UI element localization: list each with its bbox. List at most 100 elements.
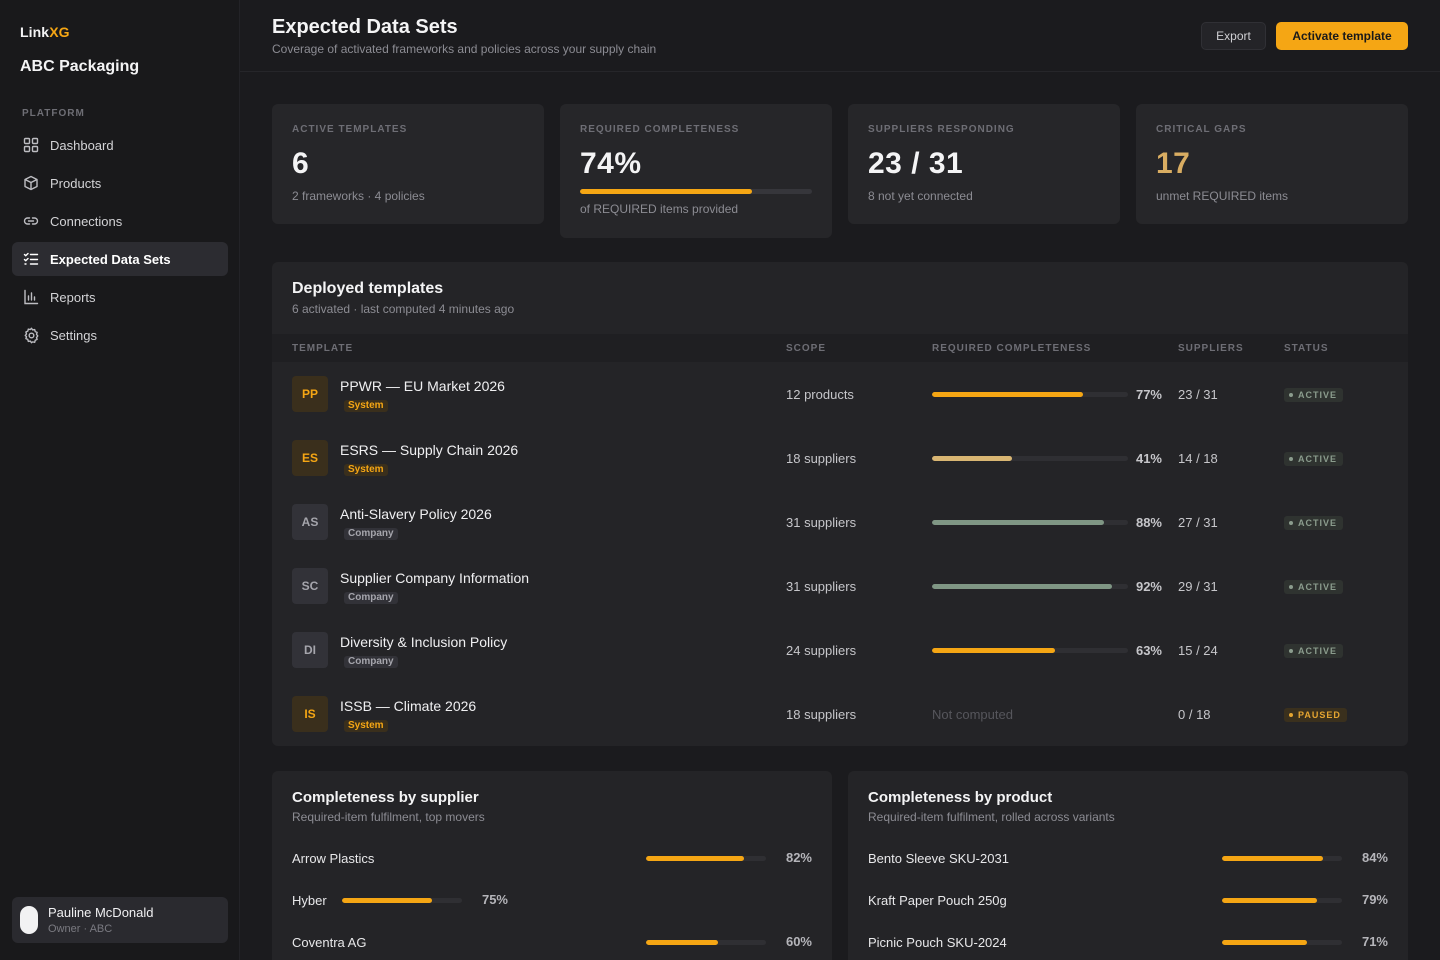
list-item[interactable]: Bento Sleeve SKU-2031 84%: [848, 849, 1408, 869]
grid-icon: [22, 136, 40, 154]
kpi-critical-gaps: CRITICAL GAPS 17 unmet REQUIRED items: [1136, 104, 1408, 224]
completeness-percent: 77%: [1135, 387, 1162, 402]
list-item[interactable]: Hyber 75%: [272, 891, 832, 911]
kpi-value: 23 / 31: [868, 147, 964, 180]
list-item-percent: 82%: [785, 850, 812, 865]
template-name[interactable]: Diversity & Inclusion Policy: [340, 634, 508, 650]
status-badge: ACTIVE: [1284, 516, 1344, 530]
list-item-bar-fill: [342, 898, 432, 903]
sidebar-item-connections[interactable]: Connections: [12, 204, 228, 238]
template-name[interactable]: ESRS — Supply Chain 2026: [340, 442, 519, 458]
template-abbr-tag: PP: [292, 376, 328, 412]
sidebar-item-expected-data-sets[interactable]: Expected Data Sets: [12, 242, 228, 276]
list-item-bar: [646, 940, 766, 945]
completeness-bar: [932, 648, 1128, 653]
kpi-value: 17: [1156, 147, 1191, 180]
list-item-name: Kraft Paper Pouch 250g: [868, 893, 1007, 908]
sidebar-item-label: Dashboard: [50, 137, 114, 153]
table-row[interactable]: DI Diversity & Inclusion Policy Company 24 …: [272, 618, 1408, 682]
list-item-name: Arrow Plastics: [292, 851, 375, 866]
sidebar-item-label: Products: [50, 175, 102, 191]
column-header-scope[interactable]: SCOPE: [786, 343, 827, 354]
template-kind-badge: Company: [344, 592, 398, 604]
list-item-bar-fill: [1222, 898, 1317, 903]
completeness-percent: 41%: [1135, 451, 1162, 466]
supplier-count: 0 / 18: [1178, 707, 1211, 722]
table-row[interactable]: IS ISSB — Climate 2026 System 18 suppliers N…: [272, 682, 1408, 746]
panel-subtitle: Required-item fulfilment, top movers: [292, 810, 485, 824]
table-row[interactable]: SC Supplier Company Information Company 31 …: [272, 554, 1408, 618]
panel-title: Completeness by product: [868, 789, 1053, 806]
template-name[interactable]: Anti-Slavery Policy 2026: [340, 506, 492, 522]
page-title: Expected Data Sets: [272, 16, 458, 38]
completeness-by-supplier-panel: Completeness by supplier Required-item f…: [272, 771, 832, 960]
template-abbr-tag: ES: [292, 440, 328, 476]
supplier-count: 14 / 18: [1178, 451, 1218, 466]
supplier-count: 23 / 31: [1178, 387, 1218, 402]
list-item-bar-fill: [1222, 940, 1308, 945]
kpi-label: ACTIVE TEMPLATES: [292, 124, 408, 135]
list-item-name: Picnic Pouch SKU-2024: [868, 935, 1007, 950]
table-row[interactable]: ES ESRS — Supply Chain 2026 System 18 suppl…: [272, 426, 1408, 490]
list-item[interactable]: Kraft Paper Pouch 250g 79%: [848, 891, 1408, 911]
template-name[interactable]: Supplier Company Information: [340, 570, 530, 586]
template-abbr-tag: AS: [292, 504, 328, 540]
list-item-bar: [1222, 898, 1342, 903]
list-item[interactable]: Picnic Pouch SKU-2024 71%: [848, 933, 1408, 953]
table-header: TEMPLATE SCOPE REQUIRED COMPLETENESS SUP…: [272, 334, 1408, 362]
user-menu[interactable]: Pauline McDonald Owner · ABC: [12, 897, 228, 943]
kpi-active-templates: ACTIVE TEMPLATES 6 2 frameworks · 4 poli…: [272, 104, 544, 224]
sidebar-item-dashboard[interactable]: Dashboard: [12, 128, 228, 162]
panel-subtitle: Required-item fulfilment, rolled across …: [868, 810, 1115, 824]
status-dot-icon: [1289, 713, 1293, 717]
column-header-status[interactable]: STATUS: [1284, 343, 1329, 354]
list-item[interactable]: Arrow Plastics 82%: [272, 849, 832, 869]
activate-template-button[interactable]: Activate template: [1276, 22, 1408, 50]
completeness-bar: [932, 520, 1128, 525]
supplier-count: 15 / 24: [1178, 643, 1218, 658]
list-item-bar: [1222, 940, 1342, 945]
checklist-icon: [22, 250, 40, 268]
kpi-value: 74%: [580, 147, 642, 180]
sidebar-item-label: Connections: [50, 213, 123, 229]
export-button[interactable]: Export: [1201, 22, 1266, 50]
column-header-suppliers[interactable]: SUPPLIERS: [1178, 343, 1244, 354]
status-dot-icon: [1289, 585, 1293, 589]
supplier-count: 27 / 31: [1178, 515, 1218, 530]
template-name[interactable]: ISSB — Climate 2026: [340, 698, 477, 714]
progress-fill: [580, 189, 752, 194]
table-row[interactable]: AS Anti-Slavery Policy 2026 Company 31 supp…: [272, 490, 1408, 554]
completeness-progress-bar: [580, 189, 812, 194]
completeness-percent: 88%: [1135, 515, 1162, 530]
sidebar-item-reports[interactable]: Reports: [12, 280, 228, 314]
completeness-bar-fill: [932, 648, 1056, 653]
list-item[interactable]: Coventra AG 60%: [272, 933, 832, 953]
column-header-completeness[interactable]: REQUIRED COMPLETENESS: [932, 343, 1092, 354]
template-abbr-tag: SC: [292, 568, 328, 604]
kpi-value: 6: [292, 147, 310, 180]
list-item-bar-fill: [1222, 856, 1323, 861]
completeness-bar-fill: [932, 584, 1113, 589]
status-label: ACTIVE: [1298, 390, 1338, 400]
sidebar-item-settings[interactable]: Settings: [12, 318, 228, 352]
list-item-name: Bento Sleeve SKU-2031: [868, 851, 1009, 866]
table-row[interactable]: PP PPWR — EU Market 2026 System 12 products…: [272, 362, 1408, 426]
list-item-bar: [1222, 856, 1342, 861]
template-kind-badge: System: [344, 720, 388, 732]
supplier-count: 29 / 31: [1178, 579, 1218, 594]
status-dot-icon: [1289, 521, 1293, 525]
sidebar-item-products[interactable]: Products: [12, 166, 228, 200]
status-badge: PAUSED: [1284, 708, 1347, 722]
column-header-template[interactable]: TEMPLATE: [292, 343, 354, 354]
template-abbr-tag: IS: [292, 696, 328, 732]
status-dot-icon: [1289, 457, 1293, 461]
template-kind-badge: System: [344, 464, 388, 476]
template-scope: 24 suppliers: [786, 643, 857, 658]
template-name[interactable]: PPWR — EU Market 2026: [340, 378, 505, 394]
list-item-percent: 75%: [481, 892, 508, 907]
status-label: ACTIVE: [1298, 454, 1338, 464]
template-scope: 18 suppliers: [786, 707, 857, 722]
deployed-templates-panel: Deployed templates 6 activated · last co…: [272, 262, 1408, 746]
brand-logo[interactable]: LinkXG: [20, 24, 70, 40]
template-abbr-tag: DI: [292, 632, 328, 668]
